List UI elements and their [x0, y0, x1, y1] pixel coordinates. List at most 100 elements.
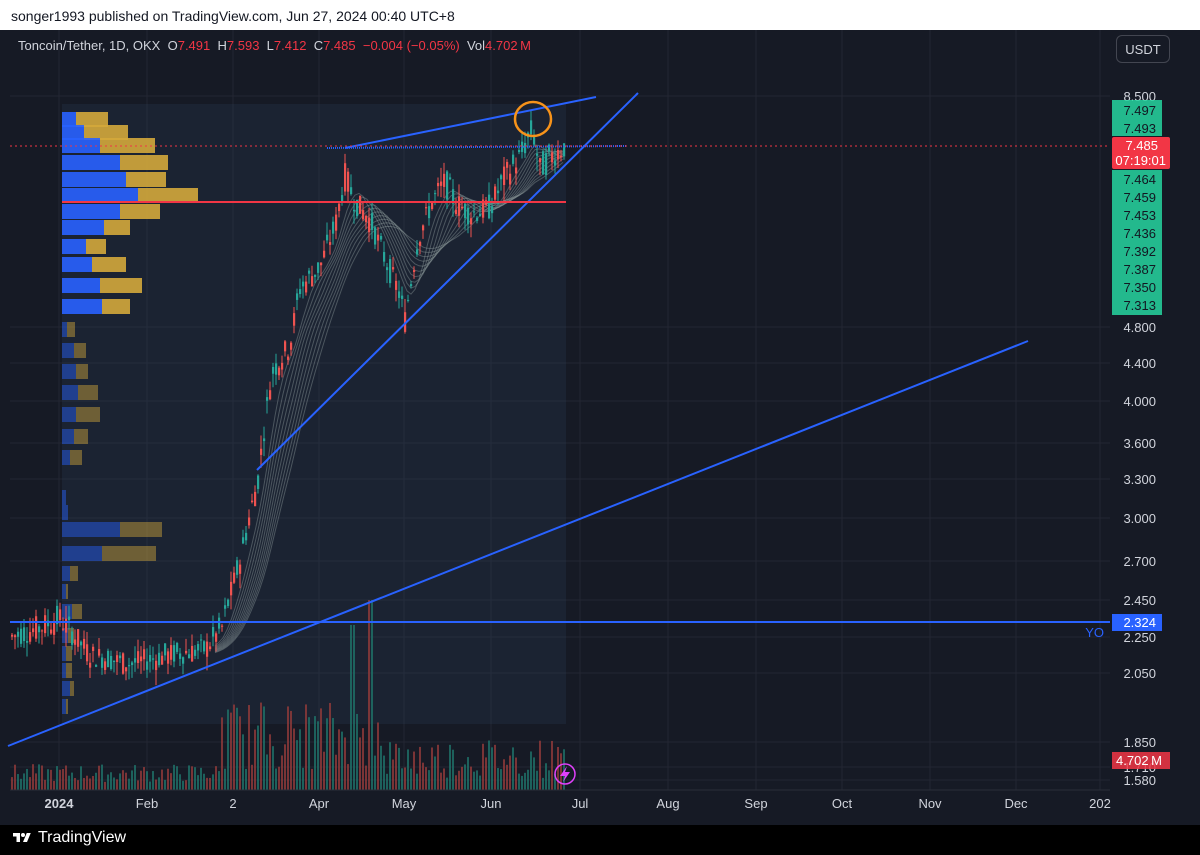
chart-canvas[interactable]: YO 8.5004.8004.4004.0003.6003.3003.0002.…	[0, 30, 1200, 825]
volume-bar	[20, 778, 22, 790]
candle-body	[488, 194, 491, 219]
price-label: 7.464	[1123, 172, 1156, 187]
volume-bar	[119, 773, 121, 790]
volume-bar	[164, 779, 166, 790]
candle-body	[515, 167, 518, 174]
volume-bar	[326, 718, 328, 790]
candle-body	[395, 280, 398, 290]
volume-profile-down-bar	[67, 322, 75, 337]
candle-body	[293, 313, 296, 326]
volume-bar	[329, 702, 331, 790]
volume-bar	[515, 757, 517, 790]
candle-body	[533, 135, 536, 145]
volume-bar	[449, 744, 451, 790]
volume-bar	[221, 717, 223, 790]
volume-bar	[395, 743, 397, 790]
candle-body	[83, 638, 86, 649]
candle-body	[107, 650, 110, 668]
volume-bar	[446, 777, 448, 790]
ma-ribbon-line	[214, 148, 564, 648]
volume-bar	[53, 780, 55, 790]
candle-body	[62, 628, 65, 630]
candle-body	[368, 217, 371, 233]
volume-label: Vol	[466, 38, 486, 53]
volume-bar	[332, 718, 334, 790]
bar-countdown: 07:19:01	[1115, 153, 1166, 168]
candle-body	[44, 615, 47, 634]
x-tick-label: Aug	[656, 796, 679, 811]
volume-profile-up-bar	[62, 663, 66, 678]
volume-bar	[200, 767, 202, 790]
volume-profile-up-bar	[62, 172, 126, 187]
volume-bar	[275, 768, 277, 790]
volume-bar	[419, 746, 421, 790]
candle-body	[347, 171, 350, 192]
candle-body	[416, 249, 419, 255]
volume-profile-up-bar	[62, 385, 78, 400]
volume-bar	[278, 766, 280, 790]
lightning-icon-bolt	[560, 766, 570, 782]
candle-body	[155, 660, 158, 671]
candle-body	[341, 195, 344, 203]
candle-body	[437, 182, 440, 187]
candle-body	[401, 295, 404, 299]
candle-body	[242, 537, 245, 544]
volume-bar	[131, 770, 133, 790]
low-value: 7.412	[273, 38, 307, 53]
candle-body	[431, 202, 434, 209]
candle-body	[212, 627, 215, 637]
volume-bar	[374, 755, 376, 790]
candle-body	[131, 662, 134, 666]
candle-body	[317, 262, 320, 273]
candle-body	[29, 632, 32, 642]
candle-body	[521, 141, 524, 152]
candle-body	[185, 650, 188, 654]
tradingview-brand[interactable]: TradingView	[12, 829, 126, 847]
volume-bar	[359, 737, 361, 790]
candle-body	[251, 500, 254, 503]
volume-bar	[353, 625, 355, 790]
volume-profile-down-bar	[120, 155, 168, 170]
chart-panel[interactable]: YO 8.500 4.800 4.400 4.000 3.600 3.300 3.000 2.…	[0, 30, 1200, 825]
volume-bar	[311, 768, 313, 790]
candle-body	[518, 149, 521, 153]
volume-bar	[389, 742, 391, 790]
candle-body	[398, 291, 401, 298]
x-tick-label: 2	[229, 796, 236, 811]
highlight-circle	[513, 100, 553, 138]
volume-bar	[158, 777, 160, 790]
candle-body	[38, 626, 41, 633]
candle-body	[290, 342, 293, 350]
volume-bar	[284, 744, 286, 790]
candle-body	[509, 173, 512, 185]
horizontal-level-label: YO	[1085, 625, 1104, 640]
volume-bar	[182, 780, 184, 790]
currency-button[interactable]: USDT	[1116, 35, 1170, 63]
volume-profile-down-bar	[84, 125, 128, 140]
volume-profile-up-bar	[62, 490, 66, 505]
ma-ribbon-line	[214, 153, 564, 652]
volume-profile-down-bar	[66, 663, 72, 678]
candle-body	[359, 195, 362, 214]
volume-bar	[59, 769, 61, 790]
last-price-badge	[1112, 137, 1170, 169]
volume-profile-up-bar	[62, 188, 138, 203]
volume-bar	[530, 751, 532, 790]
volume-profile-up-bar	[62, 505, 68, 520]
candle-body	[227, 599, 230, 606]
volume-bar	[11, 777, 13, 790]
candle-body	[425, 207, 428, 209]
volume-bar	[386, 773, 388, 790]
candle-body	[47, 620, 50, 627]
volume-bar	[356, 713, 358, 790]
lightning-icon-ring	[554, 763, 576, 785]
volume-bar	[56, 766, 58, 790]
volume-profile-down-bar	[102, 299, 130, 314]
candle-body	[68, 616, 71, 621]
volume-bar	[347, 764, 349, 790]
volume-profile-down-bar	[70, 566, 78, 581]
volume-profile-up-bar	[62, 299, 102, 314]
candle-body	[116, 655, 119, 663]
candle-body	[263, 438, 266, 442]
volume-bar	[431, 747, 433, 790]
